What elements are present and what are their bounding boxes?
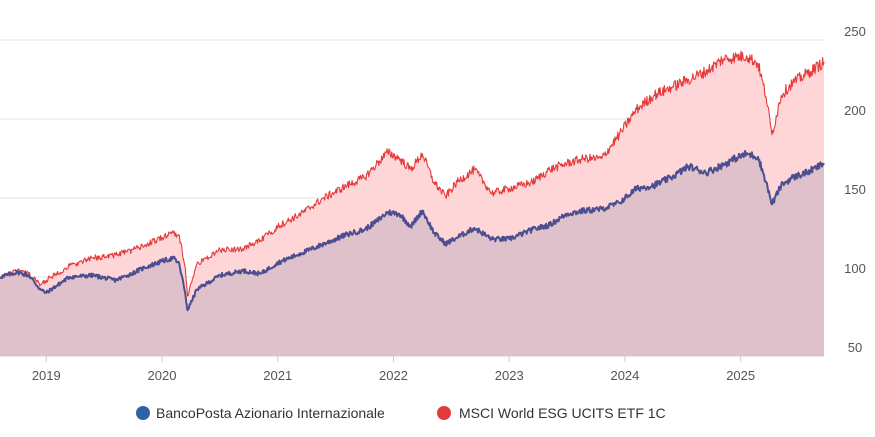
legend-label: MSCI World ESG UCITS ETF 1C: [459, 405, 666, 421]
x-tick-label: 2021: [263, 368, 292, 383]
y-tick-label: 250: [844, 24, 866, 39]
series-lines: [0, 50, 825, 312]
series-areas: [0, 51, 824, 356]
legend-item-0[interactable]: BancoPosta Azionario Internazionale: [136, 405, 385, 421]
legend-swatch: [136, 406, 150, 420]
legend-item-1[interactable]: MSCI World ESG UCITS ETF 1C: [437, 405, 666, 421]
y-tick-label: 100: [844, 261, 866, 276]
y-tick-label: 200: [844, 103, 866, 118]
y-tick-label: 50: [848, 340, 862, 355]
x-tick-label: 2022: [379, 368, 408, 383]
x-axis-ticks: 2019 2020 2021 2022 2023 2024 2025: [32, 356, 755, 383]
x-tick-label: 2023: [495, 368, 524, 383]
legend-label: BancoPosta Azionario Internazionale: [156, 405, 385, 421]
x-tick-label: 2020: [148, 368, 177, 383]
x-tick-label: 2025: [726, 368, 755, 383]
y-tick-label: 150: [844, 182, 866, 197]
line-series-0[interactable]: [0, 150, 825, 312]
legend-swatch: [437, 406, 451, 420]
x-tick-label: 2024: [610, 368, 639, 383]
line-series-1[interactable]: [0, 50, 825, 297]
y-axis-ticks: 50 100 150 200 250: [844, 24, 866, 355]
x-tick-label: 2019: [32, 368, 61, 383]
legend: BancoPosta Azionario Internazionale MSCI …: [136, 405, 666, 421]
